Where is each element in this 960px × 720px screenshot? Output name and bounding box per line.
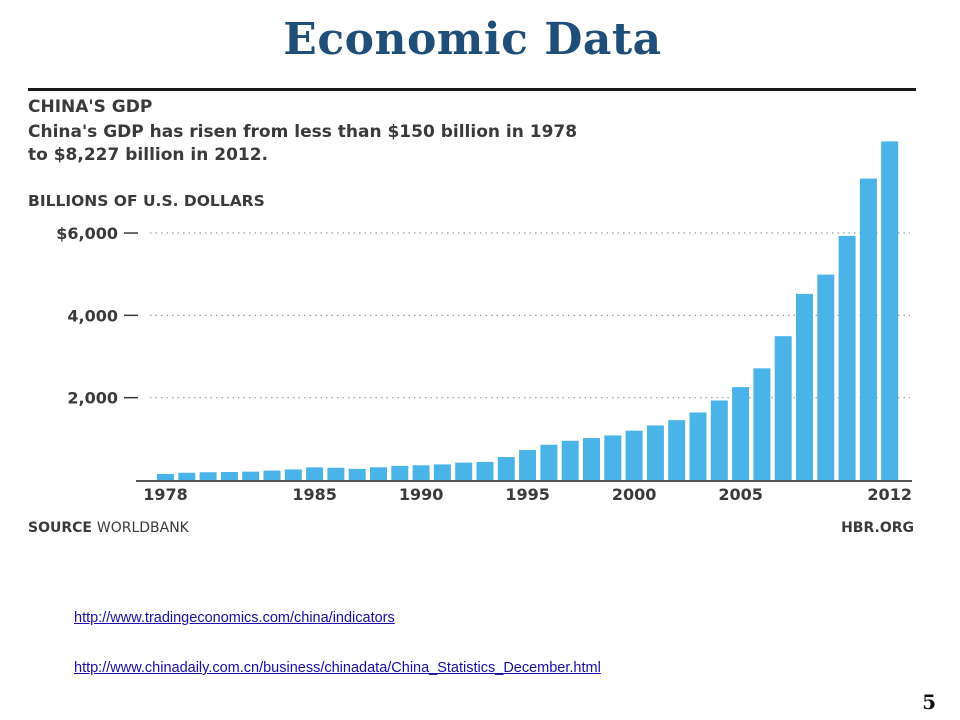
bar-1993 bbox=[476, 461, 494, 480]
bar-1989 bbox=[391, 465, 409, 480]
bar-2004 bbox=[710, 400, 728, 480]
y-tick-label: $6,000 bbox=[56, 224, 118, 243]
bar-1994 bbox=[497, 456, 515, 480]
bar-1981 bbox=[220, 472, 238, 480]
chart-subtitle-line: China's GDP has risen from less than $15… bbox=[28, 122, 577, 142]
x-tick-label: 1990 bbox=[399, 485, 444, 504]
bar-1988 bbox=[370, 467, 387, 480]
bar-1986 bbox=[327, 467, 345, 480]
chart-source: SOURCE WORLDBANK bbox=[28, 520, 190, 536]
chart-title: CHINA'S GDP bbox=[28, 97, 152, 117]
x-tick-label: 1985 bbox=[292, 485, 337, 504]
bar-series bbox=[157, 141, 899, 481]
x-tick-label: 2005 bbox=[718, 485, 763, 504]
bar-1979 bbox=[178, 472, 196, 480]
source-value: WORLDBANK bbox=[97, 520, 190, 536]
bar-2003 bbox=[689, 412, 707, 480]
x-tick-label: 1978 bbox=[143, 485, 188, 504]
bar-1991 bbox=[433, 464, 451, 480]
bar-2011 bbox=[859, 178, 877, 480]
y-tick-label: 2,000 bbox=[67, 389, 118, 408]
slide-title: Economic Data bbox=[283, 14, 662, 65]
gdp-chart: CHINA'S GDP China's GDP has risen from le… bbox=[28, 97, 914, 536]
slide-number: 5 bbox=[922, 690, 936, 714]
link-tradingeconomics[interactable]: http://www.tradingeconomics.com/china/in… bbox=[74, 610, 395, 626]
bar-1997 bbox=[561, 440, 579, 480]
link-chinadaily[interactable]: http://www.chinadaily.com.cn/business/ch… bbox=[74, 660, 601, 676]
bar-1983 bbox=[263, 470, 281, 480]
chart-credit: HBR.ORG bbox=[841, 520, 914, 536]
axes: 2,000 4,000 $6,000 1978 1985 1990 1995 2000 2005… bbox=[56, 224, 912, 504]
bar-1998 bbox=[583, 438, 600, 480]
source-label: SOURCE bbox=[28, 520, 97, 536]
chart-subtitle-line: to $8,227 billion in 2012. bbox=[28, 145, 268, 165]
bar-1990 bbox=[412, 465, 430, 480]
y-axis-label: BILLIONS OF U.S. DOLLARS bbox=[28, 192, 265, 210]
bar-1996 bbox=[540, 444, 558, 480]
bar-1985 bbox=[306, 467, 324, 480]
x-tick-label: 2000 bbox=[612, 485, 657, 504]
bar-2010 bbox=[838, 235, 856, 480]
bar-1978 bbox=[157, 473, 174, 480]
bar-2012 bbox=[881, 141, 899, 481]
bar-1982 bbox=[242, 471, 260, 480]
y-tick-label: 4,000 bbox=[67, 306, 118, 325]
bar-1984 bbox=[284, 469, 302, 480]
bar-2009 bbox=[817, 274, 835, 480]
bar-2001 bbox=[646, 425, 664, 480]
bar-1999 bbox=[604, 435, 622, 480]
x-tick-label: 2012 bbox=[867, 485, 912, 504]
bar-1987 bbox=[348, 468, 366, 480]
bar-2005 bbox=[732, 387, 750, 480]
title-divider bbox=[28, 88, 916, 91]
x-tick-label: 1995 bbox=[505, 485, 550, 504]
bar-1980 bbox=[199, 472, 217, 480]
bar-2006 bbox=[753, 368, 771, 480]
bar-1992 bbox=[455, 462, 473, 480]
chart-footer: SOURCE WORLDBANK HBR.ORG bbox=[28, 520, 914, 536]
bar-1995 bbox=[519, 450, 537, 480]
bar-2000 bbox=[625, 430, 643, 480]
bar-2007 bbox=[774, 336, 792, 480]
source-links: http://www.tradingeconomics.com/china/in… bbox=[74, 608, 601, 678]
chart-header: CHINA'S GDP China's GDP has risen from le… bbox=[28, 97, 577, 210]
bar-2008 bbox=[796, 293, 813, 480]
bar-2002 bbox=[668, 420, 686, 480]
